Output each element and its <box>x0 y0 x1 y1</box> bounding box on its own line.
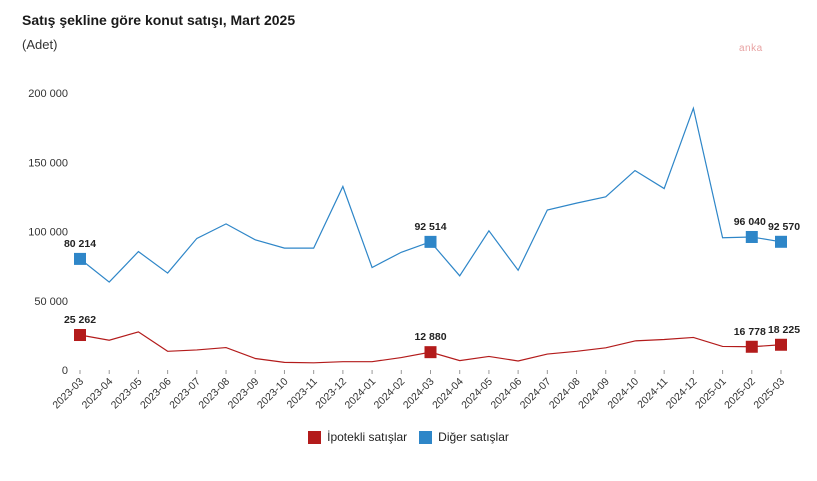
data-label: 80 214 <box>64 238 96 250</box>
x-tick-label: 2024-10 <box>605 376 641 412</box>
x-tick-label: 2024-06 <box>489 376 525 412</box>
data-label: 96 040 <box>734 216 766 228</box>
y-tick-label: 200 000 <box>28 88 68 100</box>
data-point-marker <box>775 235 787 248</box>
y-tick-label: 0 <box>62 365 68 377</box>
data-labels: 25 262 12 880 16 778 18 225 80 214 92 514 96 0… <box>64 216 800 343</box>
series-line-other <box>79 106 782 283</box>
x-axis: 2023-032023-042023-052023-062023-072023-… <box>50 370 787 411</box>
watermark-logo: anka <box>739 43 763 54</box>
chart-subtitle: (Adet) <box>22 37 58 52</box>
x-tick-label: 2024-03 <box>401 376 437 412</box>
legend-swatch-mortgage <box>308 430 322 444</box>
x-tick-label: 2023-09 <box>226 376 262 412</box>
data-label: 18 225 <box>768 324 800 336</box>
data-label: 12 880 <box>414 331 446 343</box>
x-tick-label: 2023-10 <box>255 376 291 412</box>
data-point-marker <box>745 340 758 353</box>
data-point-marker <box>424 235 437 248</box>
x-tick-label: 2024-09 <box>576 376 612 412</box>
legend-item-mortgage[interactable]: İpotekli satışlar <box>308 430 407 444</box>
y-axis: 0 50 000 100 000 150 000 200 000 <box>28 88 68 377</box>
x-tick-label: 2023-08 <box>196 376 232 412</box>
legend-swatch-other <box>419 430 433 444</box>
x-tick-label: 2025-02 <box>722 376 758 412</box>
data-label: 92 570 <box>768 221 800 233</box>
legend-label-other: Diğer satışlar <box>438 430 509 444</box>
x-tick-label: 2024-02 <box>372 376 408 412</box>
data-label: 92 514 <box>414 221 446 233</box>
x-tick-label: 2024-12 <box>664 376 700 412</box>
y-tick-label: 50 000 <box>34 296 68 308</box>
chart-title: Satış şekline göre konut satışı, Mart 20… <box>22 12 296 28</box>
x-tick-label: 2024-07 <box>518 376 554 412</box>
x-tick-label: 2023-12 <box>313 376 349 412</box>
x-tick-label: 2023-04 <box>80 376 116 412</box>
data-label: 16 778 <box>734 326 766 338</box>
y-tick-label: 150 000 <box>28 157 68 169</box>
legend-label-mortgage: İpotekli satışlar <box>327 430 408 444</box>
x-tick-label: 2025-03 <box>751 376 787 412</box>
x-tick-label: 2024-08 <box>547 376 583 412</box>
legend-item-other[interactable]: Diğer satışlar <box>419 430 509 444</box>
data-label: 25 262 <box>64 314 96 326</box>
x-tick-label: 2025-01 <box>693 376 729 412</box>
x-tick-label: 2023-03 <box>50 376 86 412</box>
data-point-marker <box>74 252 86 265</box>
x-tick-label: 2023-06 <box>138 376 174 412</box>
series-layer <box>74 106 787 364</box>
x-tick-label: 2023-07 <box>167 376 203 412</box>
data-point-marker <box>745 230 758 243</box>
y-tick-label: 100 000 <box>28 227 68 239</box>
x-tick-label: 2024-04 <box>430 376 466 412</box>
x-tick-label: 2023-05 <box>109 376 145 412</box>
data-point-marker <box>424 346 437 359</box>
data-point-marker <box>775 338 787 351</box>
data-point-marker <box>74 329 86 342</box>
x-tick-label: 2024-01 <box>342 376 378 412</box>
legend: İpotekli satışlar Diğer satışlar <box>0 430 817 444</box>
x-tick-label: 2024-05 <box>459 376 495 412</box>
